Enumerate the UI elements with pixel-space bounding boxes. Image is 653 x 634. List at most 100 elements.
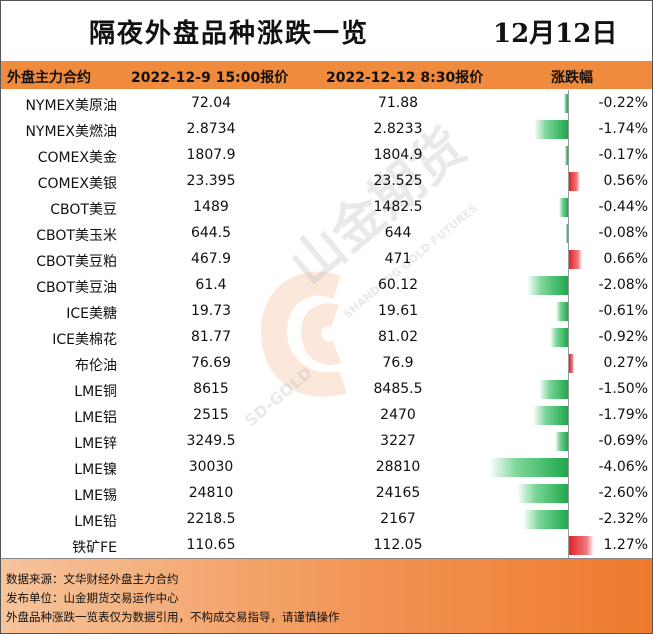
- price-dec-9: 3249.5: [186, 433, 236, 449]
- contract-name: NYMEX美燃油: [25, 124, 117, 140]
- price-dec-9: 110.65: [186, 537, 236, 553]
- price-dec-9: 1807.9: [186, 147, 236, 163]
- price-dec-12: 24165: [375, 485, 421, 501]
- price-dec-9: 8615: [193, 381, 229, 397]
- contract-name: LME锡: [74, 488, 117, 504]
- price-dec-12: 19.61: [377, 303, 419, 319]
- contract-name: 布伦油: [75, 358, 117, 374]
- contract-name: CBOT美玉米: [36, 228, 117, 244]
- table-row: NYMEX美燃油 2.8734 2.8233 -1.74%: [1, 116, 652, 142]
- table-header: 外盘主力合约 2022-12-9 15:00报价 2022-12-12 8:30…: [1, 61, 652, 89]
- change-percent: -1.79%: [598, 407, 648, 423]
- footer-publisher: 发布单位：山金期货交易运作中心: [6, 591, 179, 605]
- change-bar: [559, 198, 568, 217]
- change-percent: -0.44%: [598, 199, 648, 215]
- price-dec-12: 2470: [380, 407, 416, 423]
- table-row: CBOT美豆 1489 1482.5 -0.44%: [1, 194, 652, 220]
- change-percent: 0.56%: [603, 173, 648, 189]
- change-bar: [564, 146, 568, 165]
- change-bar: [533, 406, 568, 425]
- header-price-b: 2022-12-12 8:30报价: [326, 70, 484, 86]
- change-percent: 1.27%: [603, 537, 648, 553]
- price-dec-12: 81.02: [377, 329, 419, 345]
- table-row: COMEX美银 23.395 23.525 0.56%: [1, 168, 652, 194]
- contract-name: LME锌: [74, 436, 117, 452]
- price-dec-12: 60.12: [377, 277, 419, 293]
- table-row: LME锌 3249.5 3227 -0.69%: [1, 428, 652, 454]
- header-change: 涨跌幅: [551, 70, 593, 86]
- price-dec-12: 112.05: [373, 537, 423, 553]
- change-percent: -2.32%: [598, 511, 648, 527]
- price-dec-9: 76.69: [190, 355, 232, 371]
- change-percent: -0.22%: [598, 95, 648, 111]
- header-price-a: 2022-12-9 15:00报价: [131, 70, 289, 86]
- price-dec-12: 2.8233: [373, 121, 423, 137]
- change-bar: [550, 328, 568, 347]
- report-date: 12月12日: [493, 19, 618, 49]
- table-row: LME铅 2218.5 2167 -2.32%: [1, 506, 652, 532]
- change-bar: [527, 276, 568, 295]
- contract-name: NYMEX美原油: [25, 98, 117, 114]
- price-dec-9: 2.8734: [186, 121, 236, 137]
- table-row: ICE美糖 19.73 19.61 -0.61%: [1, 298, 652, 324]
- change-bar: [569, 172, 580, 191]
- price-dec-9: 1489: [193, 199, 229, 215]
- table-row: 铁矿FE 110.65 112.05 1.27%: [1, 532, 652, 558]
- table-row: CBOT美豆油 61.4 60.12 -2.08%: [1, 272, 652, 298]
- title-row: 隔夜外盘品种涨跌一览 12月12日: [1, 1, 652, 61]
- contract-name: COMEX美金: [37, 150, 117, 166]
- price-dec-9: 467.9: [190, 251, 232, 267]
- price-dec-9: 81.77: [190, 329, 232, 345]
- table-row: CBOT美豆粕 467.9 471 0.66%: [1, 246, 652, 272]
- change-bar: [538, 380, 568, 399]
- change-bar: [517, 484, 568, 503]
- contract-name: ICE美棉花: [52, 332, 117, 348]
- contract-name: LME铝: [74, 410, 117, 426]
- price-dec-9: 19.73: [190, 303, 232, 319]
- change-percent: -4.06%: [598, 459, 648, 475]
- change-percent: -0.08%: [598, 225, 648, 241]
- table-row: LME铝 2515 2470 -1.79%: [1, 402, 652, 428]
- table-row: LME铜 8615 8485.5 -1.50%: [1, 376, 652, 402]
- price-dec-12: 28810: [375, 459, 421, 475]
- price-dec-12: 2167: [380, 511, 416, 527]
- change-percent: -2.08%: [598, 277, 648, 293]
- change-bar: [554, 432, 568, 451]
- price-dec-9: 644.5: [190, 225, 232, 241]
- footer: 数据来源：文华财经外盘主力合约 发布单位：山金期货交易运作中心 外盘品种涨跌一览…: [1, 558, 652, 633]
- table-row: ICE美棉花 81.77 81.02 -0.92%: [1, 324, 652, 350]
- header-name: 外盘主力合约: [7, 70, 91, 86]
- price-dec-9: 2515: [193, 407, 229, 423]
- contract-name: LME铜: [74, 384, 117, 400]
- footer-disclaimer: 外盘品种涨跌一览表仅为数据引用，不构成交易指导，请谨慎操作: [6, 610, 340, 624]
- table-row: LME镍 30030 28810 -4.06%: [1, 454, 652, 480]
- contract-name: CBOT美豆粕: [36, 254, 117, 270]
- price-dec-9: 61.4: [195, 277, 227, 293]
- price-dec-12: 3227: [380, 433, 416, 449]
- change-percent: 0.27%: [603, 355, 648, 371]
- price-dec-12: 76.9: [382, 355, 414, 371]
- price-dec-9: 2218.5: [186, 511, 236, 527]
- change-percent: -0.17%: [598, 147, 648, 163]
- change-percent: 0.66%: [603, 251, 648, 267]
- change-bar: [534, 120, 568, 139]
- price-dec-12: 23.525: [373, 173, 423, 189]
- price-dec-9: 72.04: [190, 95, 232, 111]
- table-row: COMEX美金 1807.9 1804.9 -0.17%: [1, 142, 652, 168]
- footer-source: 数据来源：文华财经外盘主力合约: [6, 572, 179, 586]
- price-dec-12: 644: [384, 225, 412, 241]
- contract-name: CBOT美豆: [50, 202, 117, 218]
- contract-name: ICE美糖: [66, 306, 117, 322]
- page-title: 隔夜外盘品种涨跌一览: [89, 19, 370, 49]
- price-dec-12: 1482.5: [373, 199, 423, 215]
- change-percent: -0.61%: [598, 303, 648, 319]
- contract-name: LME镍: [74, 462, 117, 478]
- table-row: NYMEX美原油 72.04 71.88 -0.22%: [1, 90, 652, 116]
- change-percent: -1.50%: [598, 381, 648, 397]
- price-dec-12: 1804.9: [373, 147, 423, 163]
- change-bar: [569, 536, 594, 555]
- change-bar: [569, 354, 575, 373]
- change-bar: [563, 94, 568, 113]
- change-percent: -0.69%: [598, 433, 648, 449]
- table-row: 布伦油 76.69 76.9 0.27%: [1, 350, 652, 376]
